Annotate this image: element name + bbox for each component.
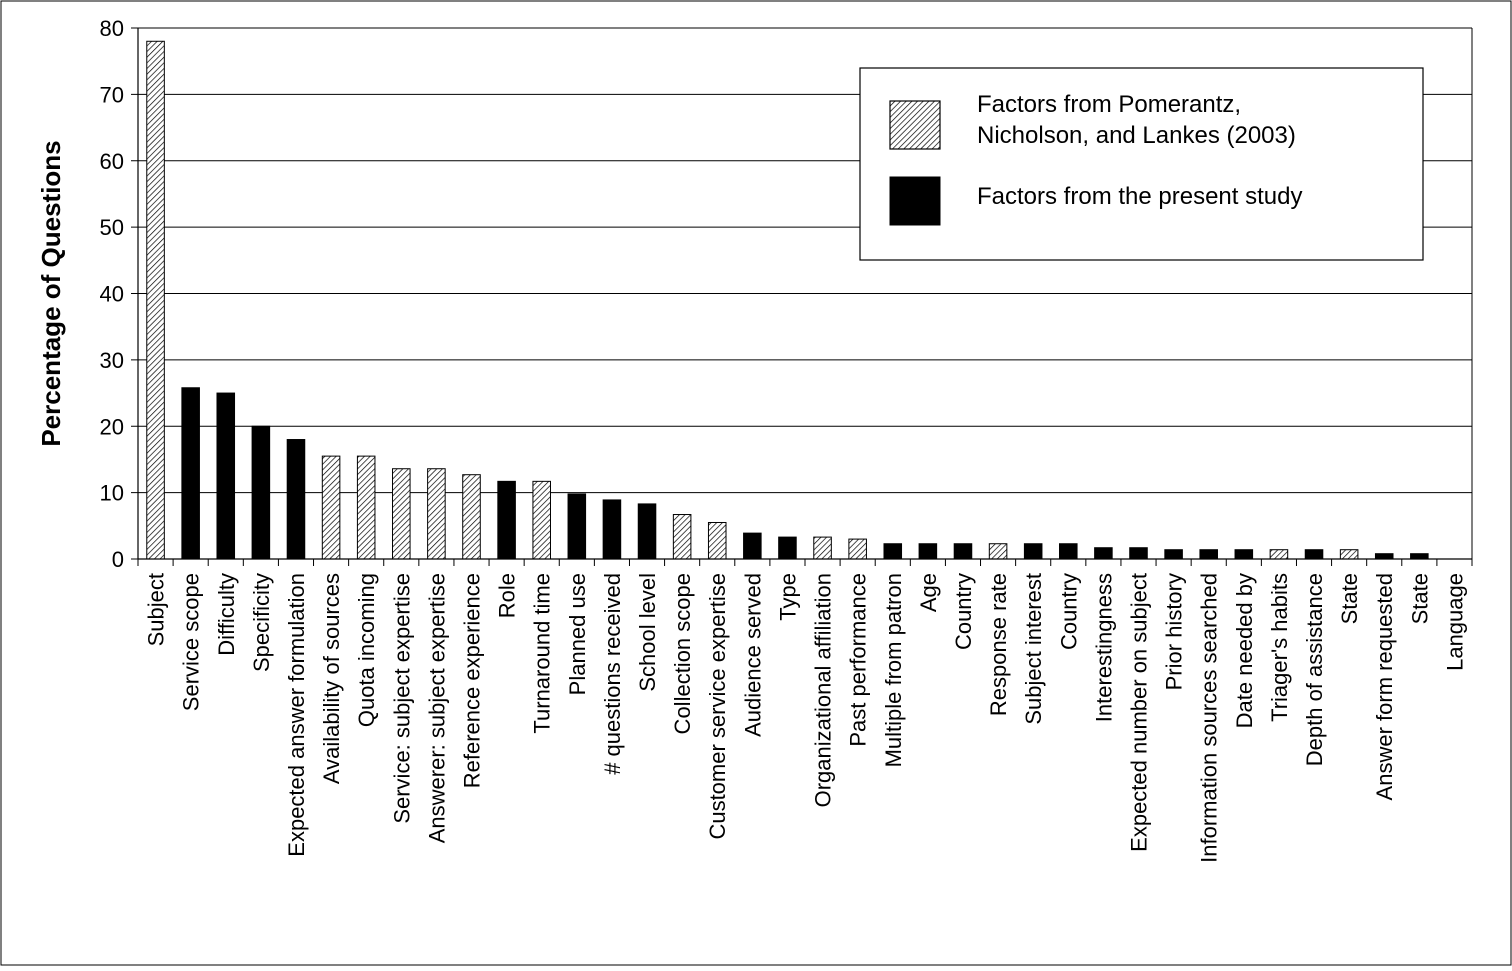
x-tick-label: Type xyxy=(775,573,800,621)
legend-swatch-solid xyxy=(889,176,941,226)
x-tick-label: Answer form requested xyxy=(1372,573,1397,800)
bar-32 xyxy=(1234,549,1254,560)
bar-20 xyxy=(813,536,832,560)
bar-17 xyxy=(707,521,727,560)
bar-8 xyxy=(392,468,411,560)
x-tick-label: Age xyxy=(916,573,941,612)
bar-11 xyxy=(497,480,516,560)
x-tick-label: Difficulty xyxy=(214,573,239,656)
x-tick-label: Language xyxy=(1442,573,1467,671)
bar-28 xyxy=(1094,547,1113,560)
x-tick-label: Expected answer formulation xyxy=(284,573,309,857)
x-tick-label: Collection scope xyxy=(670,573,695,734)
bar-23 xyxy=(918,543,938,560)
x-tick-label: Multiple from patron xyxy=(881,573,906,767)
bar-29 xyxy=(1129,547,1148,560)
bar-35 xyxy=(1339,549,1359,560)
y-tick-label: 20 xyxy=(100,414,124,439)
y-tick-label: 0 xyxy=(112,547,124,572)
x-tick-label: Planned use xyxy=(565,573,590,695)
bar-14 xyxy=(602,499,622,560)
x-tick-label: Specificity xyxy=(249,573,274,672)
x-tick-label: Audience served xyxy=(740,573,765,737)
x-tick-label: State xyxy=(1407,573,1432,624)
bar-31 xyxy=(1199,549,1218,560)
bar-19 xyxy=(778,536,797,560)
bar-7 xyxy=(356,455,376,560)
bar-25 xyxy=(988,543,1008,560)
bar-21 xyxy=(848,538,867,560)
y-tick-label: 70 xyxy=(100,82,124,107)
x-tick-label: Service: subject expertise xyxy=(389,573,414,824)
x-tick-label: School level xyxy=(635,573,660,692)
x-tick-label: Depth of assistance xyxy=(1302,573,1327,766)
x-tick-label: Date needed by xyxy=(1232,573,1257,728)
legend-label-pomerantz: Factors from Pomerantz, xyxy=(977,91,1241,118)
bar-18 xyxy=(743,532,762,560)
y-tick-label: 10 xyxy=(100,481,124,506)
legend-label-present-study: Factors from the present study xyxy=(977,183,1302,210)
x-tick-label: Expected number on subject xyxy=(1127,573,1152,852)
x-tick-label: Interestingness xyxy=(1091,573,1116,722)
legend-label-pomerantz: Nicholson, and Lankes (2003) xyxy=(977,122,1296,149)
bar-12 xyxy=(532,480,551,560)
x-tick-label: Turnaround time xyxy=(530,573,555,734)
bar-6 xyxy=(321,455,341,560)
y-axis-title: Percentage of Questions xyxy=(36,140,66,446)
bar-16 xyxy=(672,514,692,560)
bar-33 xyxy=(1269,549,1289,560)
x-tick-label: Response rate xyxy=(986,573,1011,716)
bar-26 xyxy=(1023,543,1043,560)
y-tick-label: 30 xyxy=(100,348,124,373)
bar-36 xyxy=(1374,553,1394,560)
x-tick-label: Customer service expertise xyxy=(705,573,730,840)
bar-22 xyxy=(883,543,903,560)
legend-box xyxy=(859,67,1424,261)
x-tick-label: Country xyxy=(951,573,976,650)
bar-30 xyxy=(1164,549,1183,560)
x-tick-label: State xyxy=(1337,573,1362,624)
bar-27 xyxy=(1059,543,1078,560)
x-tick-label: Organizational affiliation xyxy=(811,573,836,807)
y-tick-label: 50 xyxy=(100,215,124,240)
bar-5 xyxy=(286,439,306,560)
bar-9 xyxy=(427,468,446,560)
bar-13 xyxy=(567,493,587,560)
bar-15 xyxy=(637,503,657,560)
bar-37 xyxy=(1410,553,1429,560)
bar-2 xyxy=(181,387,200,560)
bar-10 xyxy=(462,474,481,560)
legend-swatch-hatched xyxy=(889,100,941,150)
x-tick-label: Country xyxy=(1056,573,1081,650)
bar-3 xyxy=(216,392,236,560)
bar-4 xyxy=(251,425,271,560)
y-tick-label: 80 xyxy=(100,16,124,41)
x-tick-label: Past performance xyxy=(846,573,871,747)
x-tick-label: Subject xyxy=(144,573,169,646)
y-tick-label: 60 xyxy=(100,149,124,174)
x-tick-label: # questions received xyxy=(600,573,625,775)
x-tick-label: Information sources searched xyxy=(1197,573,1222,863)
bar-34 xyxy=(1304,549,1324,560)
x-tick-label: Availability of sources xyxy=(319,573,344,784)
x-tick-label: Prior history xyxy=(1162,573,1187,690)
x-tick-label: Quota incoming xyxy=(354,573,379,727)
x-tick-label: Reference experience xyxy=(460,573,485,788)
bar-1 xyxy=(146,40,165,560)
x-tick-label: Service scope xyxy=(179,573,204,711)
x-tick-label: Role xyxy=(495,573,520,618)
x-tick-label: Triager's habits xyxy=(1267,573,1292,722)
bar-24 xyxy=(953,543,973,560)
y-tick-label: 40 xyxy=(100,282,124,307)
x-tick-label: Answerer: subject expertise xyxy=(424,573,449,843)
x-tick-label: Subject interest xyxy=(1021,573,1046,725)
